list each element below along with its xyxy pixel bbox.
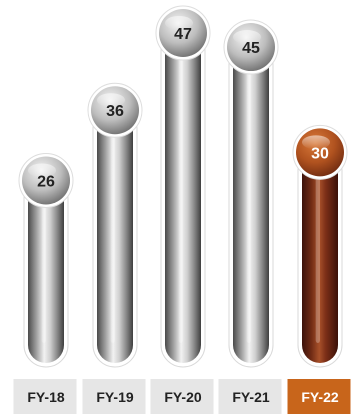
bar <box>302 152 338 363</box>
data-label: 36 <box>106 103 124 120</box>
data-label: 30 <box>311 145 329 162</box>
value-bubble-shine <box>302 135 330 150</box>
bar <box>97 110 133 363</box>
bar-group: 36 <box>87 82 143 368</box>
bar-group: 26 <box>18 152 74 368</box>
bar-shine <box>246 67 251 344</box>
x-tick-label: FY-18 <box>27 389 65 405</box>
value-bubble-shine <box>28 163 56 178</box>
x-label-cell <box>150 379 214 414</box>
x-label-cell <box>13 379 77 414</box>
bars-layer: 26 36 47 45 30 <box>18 5 348 368</box>
bar-group: 45 <box>223 19 279 368</box>
x-label-cell <box>218 379 282 414</box>
x-tick-label: FY-22 <box>301 389 339 405</box>
data-label: 26 <box>37 173 55 190</box>
bar-shine <box>178 53 183 343</box>
bar-shine <box>110 130 115 343</box>
bar <box>165 33 201 363</box>
bar-group: 30 <box>292 124 348 368</box>
x-label-cell <box>287 379 351 414</box>
x-label-cell <box>82 379 146 414</box>
x-tick-label: FY-21 <box>232 389 270 405</box>
data-label: 47 <box>174 26 192 43</box>
bar <box>28 180 64 363</box>
value-bubble-shine <box>97 93 125 108</box>
data-label: 45 <box>242 40 260 57</box>
bar-shine <box>41 200 46 343</box>
value-bubble-shine <box>165 16 193 30</box>
bar-group: 47 <box>155 5 211 368</box>
bar <box>233 47 269 364</box>
x-tick-label: FY-20 <box>164 389 202 405</box>
value-bubble-shine <box>233 30 261 45</box>
bar-shine <box>315 172 320 343</box>
x-axis-labels: FY-18 FY-19 FY-20 FY-21 FY-22 <box>13 379 351 414</box>
x-tick-label: FY-19 <box>96 389 134 405</box>
